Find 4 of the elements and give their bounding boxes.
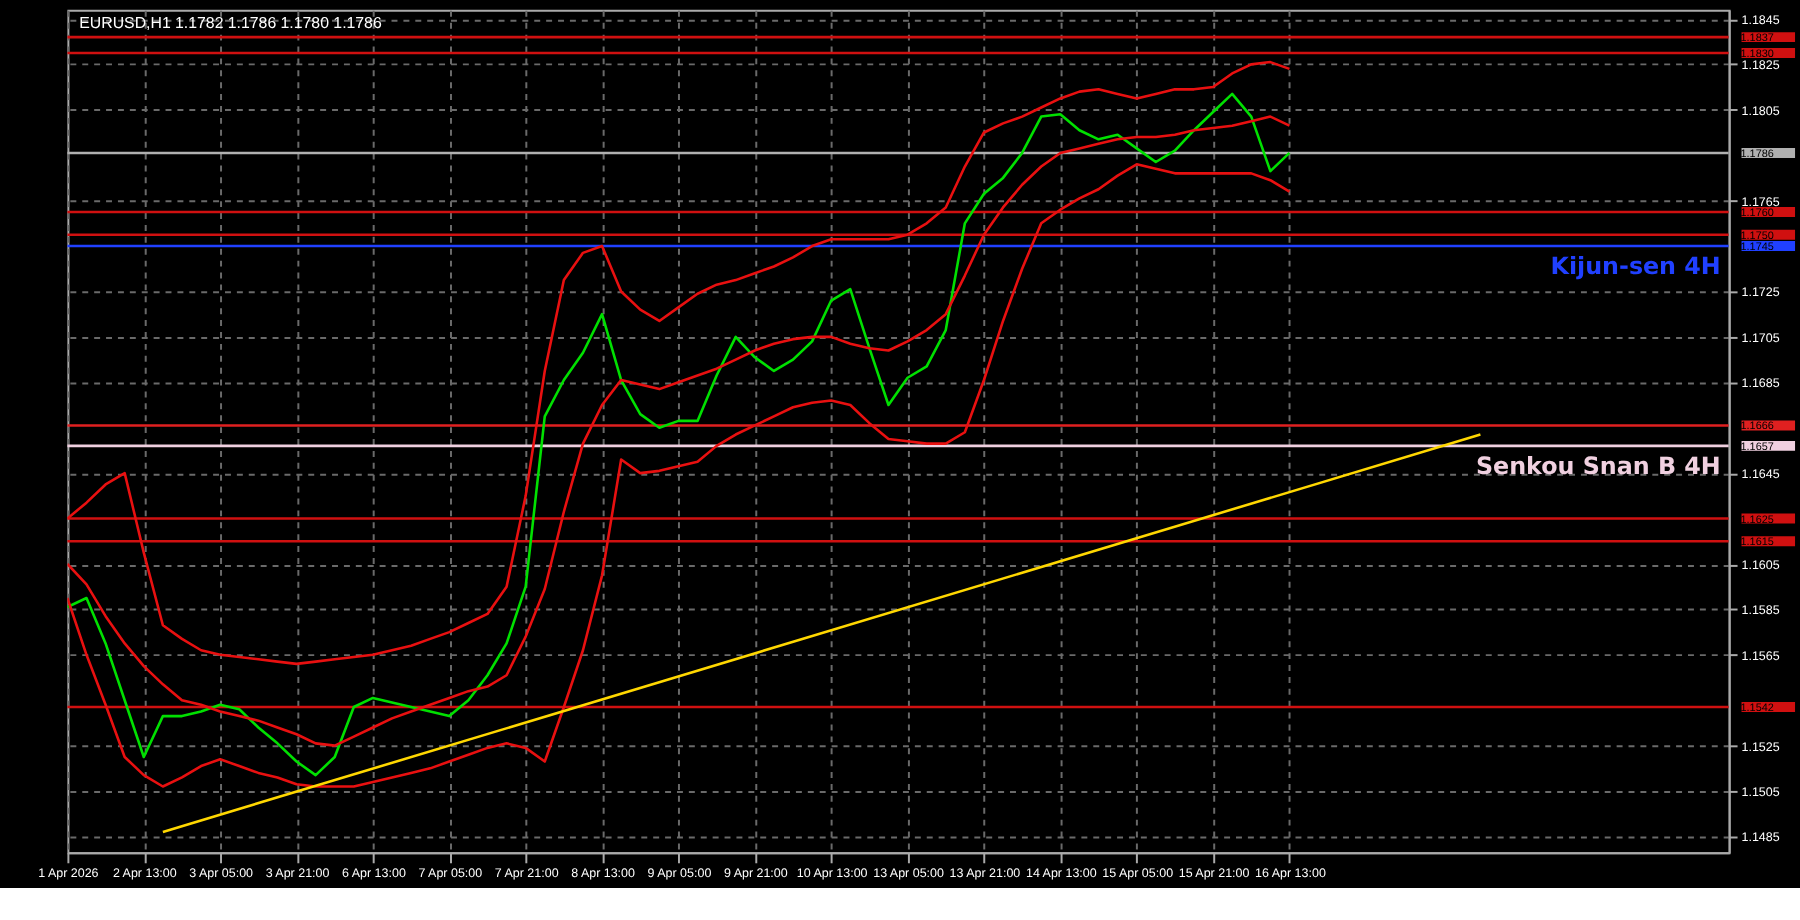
annotation: Senkou Snan B 4H (1475, 451, 1721, 480)
chart-title: EURUSD,H1 1.1782 1.1786 1.1780 1.1786 (79, 13, 383, 32)
line-series (67, 60, 1291, 666)
annotation: Kijun-sen 4H (1550, 251, 1721, 280)
